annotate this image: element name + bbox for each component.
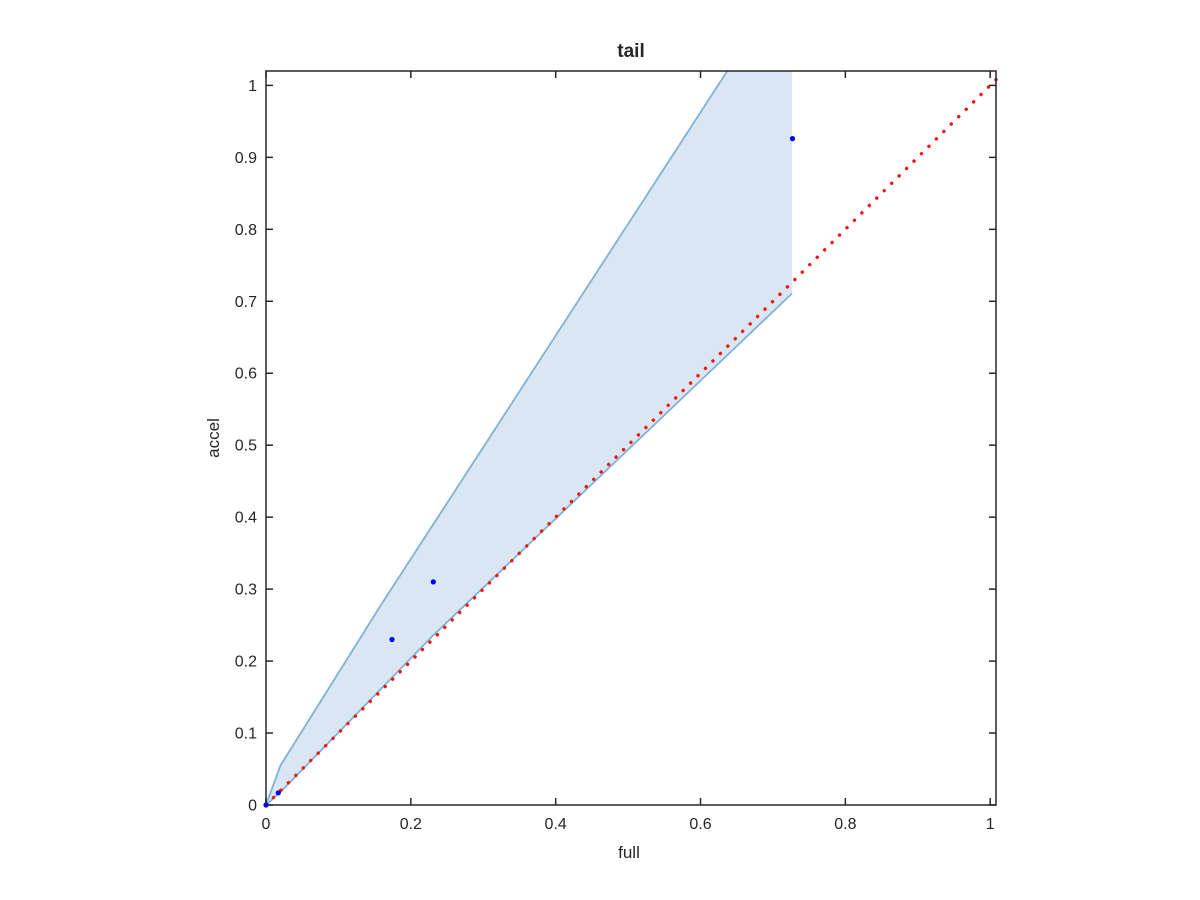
confidence-band: [265, 70, 793, 806]
data-point: [389, 636, 395, 643]
axes-box: 0 0.2 0.4 0.6 0.8 1 0 0.1 0.2 0.3 0.4 0.5 0.6 0.7 0.8 0…: [235, 70, 997, 833]
x-tick-label: 0.4: [545, 816, 567, 833]
y-tick-label: 0.6: [235, 366, 257, 383]
band-lower-edge: [265, 292, 793, 806]
x-tick-label: 0: [262, 816, 271, 833]
data-points: [263, 136, 796, 808]
y-tick-label: 0.7: [235, 294, 257, 311]
y-tick-label: 0: [248, 798, 257, 815]
y-tick-label: 0.9: [235, 150, 257, 167]
identity-line: [264, 77, 998, 807]
data-point: [430, 579, 436, 585]
band-fill: [266, 71, 793, 805]
x-axis-label: full: [618, 843, 640, 862]
x-tick-label: 0.2: [400, 816, 422, 833]
y-tick-label: 0.4: [235, 510, 257, 527]
x-tick-label: 1: [986, 816, 995, 833]
identity-dotted-line: [264, 77, 998, 807]
y-tick-label: 0.8: [235, 222, 257, 239]
y-tick-label: 1: [248, 78, 257, 95]
y-tick-label: 0.1: [235, 726, 257, 743]
y-tick-label: 0.2: [235, 654, 257, 671]
axes-frame: [265, 70, 997, 806]
x-tick-label: 0.8: [834, 816, 856, 833]
y-tick-label: 0.3: [235, 582, 257, 599]
band-upper-edge: [265, 70, 729, 806]
plot-title: tail: [617, 41, 644, 62]
y-tick-label: 0.5: [235, 438, 257, 455]
x-tick-label: 0.6: [689, 816, 711, 833]
y-axis-label: accel: [204, 418, 223, 458]
data-point: [275, 790, 281, 796]
data-point: [789, 136, 796, 142]
data-point: [263, 802, 269, 808]
